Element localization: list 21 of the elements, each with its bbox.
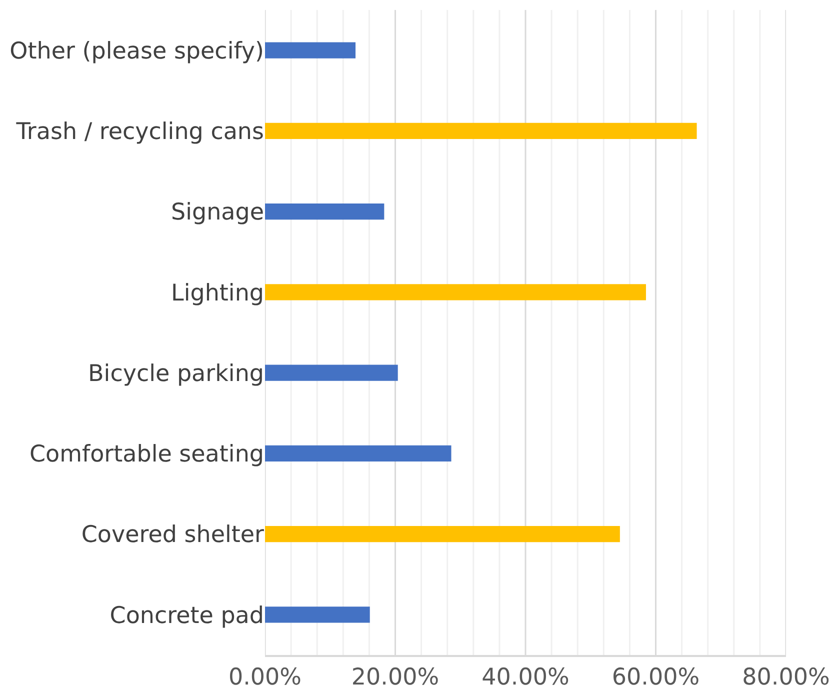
y-tick-label: Covered shelter xyxy=(81,522,265,548)
x-tick-label: 80.00% xyxy=(742,664,830,690)
bar xyxy=(265,204,384,220)
x-tick-label: 60.00% xyxy=(612,664,700,690)
bar xyxy=(265,42,356,58)
bar xyxy=(265,526,620,542)
y-tick-label: Lighting xyxy=(171,280,264,306)
y-tick-label: Bicycle parking xyxy=(88,360,264,387)
y-tick-label: Other (please specify) xyxy=(10,38,264,64)
y-tick-label: Trash / recycling cans xyxy=(15,118,264,145)
bar xyxy=(265,606,370,623)
bar xyxy=(265,122,697,139)
bar xyxy=(265,364,398,381)
y-tick-label: Comfortable seating xyxy=(29,441,264,468)
x-tick-label: 40.00% xyxy=(482,664,570,690)
x-tick-label: 0.00% xyxy=(228,664,302,690)
y-tick-label: Concrete pad xyxy=(110,602,264,629)
x-tick-label: 20.00% xyxy=(351,664,440,690)
bar xyxy=(265,284,646,300)
bar xyxy=(265,445,452,462)
y-tick-label: Signage xyxy=(170,200,264,226)
